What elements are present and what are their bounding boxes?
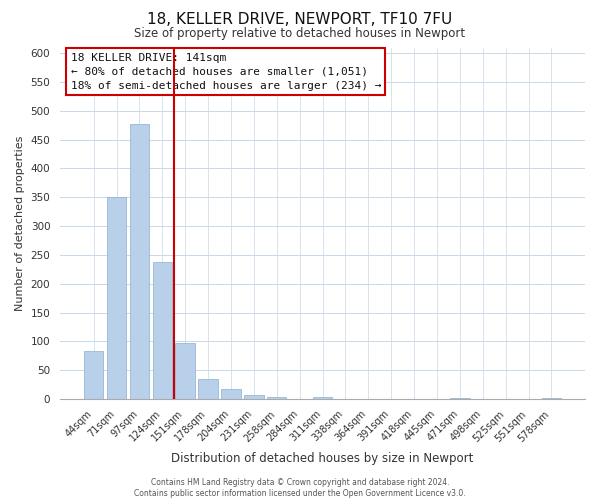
Bar <box>107 198 126 399</box>
Text: Size of property relative to detached houses in Newport: Size of property relative to detached ho… <box>134 28 466 40</box>
Bar <box>221 388 241 399</box>
X-axis label: Distribution of detached houses by size in Newport: Distribution of detached houses by size … <box>172 452 474 465</box>
Bar <box>199 379 218 399</box>
Bar <box>267 397 286 399</box>
Bar <box>450 398 470 399</box>
Bar <box>542 398 561 399</box>
Bar <box>244 395 263 399</box>
Text: Contains HM Land Registry data © Crown copyright and database right 2024.
Contai: Contains HM Land Registry data © Crown c… <box>134 478 466 498</box>
Text: 18, KELLER DRIVE, NEWPORT, TF10 7FU: 18, KELLER DRIVE, NEWPORT, TF10 7FU <box>148 12 452 28</box>
Bar <box>84 351 103 399</box>
Y-axis label: Number of detached properties: Number of detached properties <box>15 136 25 311</box>
Bar <box>152 262 172 399</box>
Text: 18 KELLER DRIVE: 141sqm
← 80% of detached houses are smaller (1,051)
18% of semi: 18 KELLER DRIVE: 141sqm ← 80% of detache… <box>71 53 381 91</box>
Bar <box>313 397 332 399</box>
Bar <box>130 124 149 399</box>
Bar <box>175 343 195 399</box>
